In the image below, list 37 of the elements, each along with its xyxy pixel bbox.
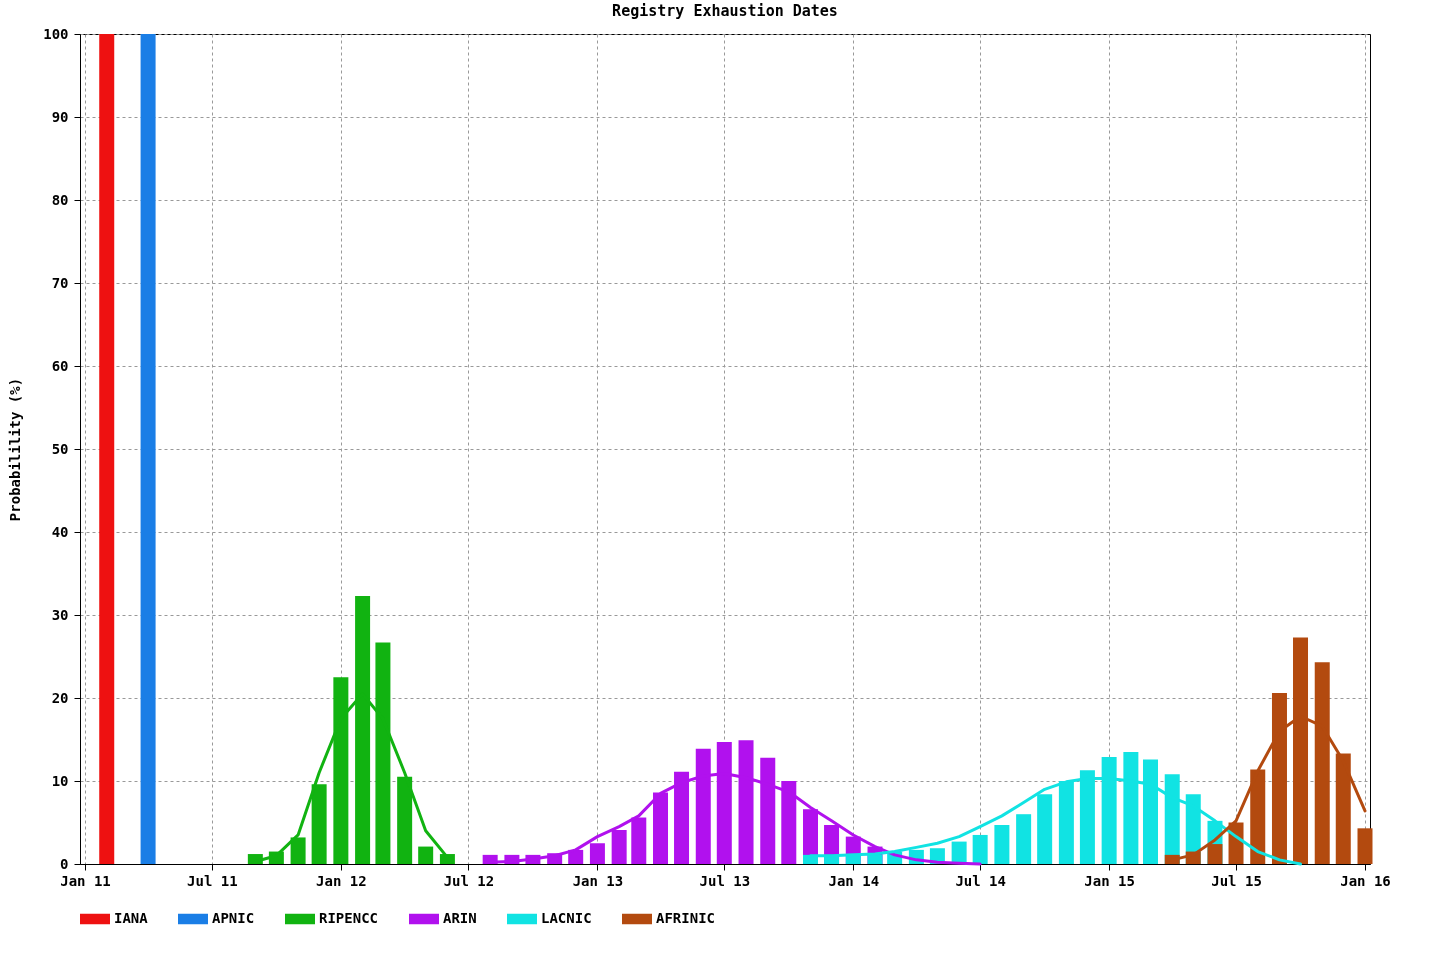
legend-label: ARIN <box>443 910 477 926</box>
x-tick-label: Jul 12 <box>443 872 495 889</box>
bar <box>972 834 988 864</box>
y-tick-label: 60 <box>51 357 69 374</box>
bar <box>1016 814 1032 864</box>
x-tick-label: Jul 13 <box>699 872 751 889</box>
x-tick-label: Jul 14 <box>955 872 1006 889</box>
bar <box>994 824 1010 864</box>
bar <box>418 846 434 864</box>
y-tick-label: 20 <box>51 689 69 706</box>
y-tick-label: 80 <box>51 191 69 208</box>
y-tick-label: 30 <box>51 606 69 623</box>
x-tick-label: Jan 11 <box>60 872 111 889</box>
legend-label: AFRINIC <box>656 910 716 926</box>
x-tick-label: Jan 15 <box>1084 872 1135 889</box>
legend-label: LACNIC <box>541 910 592 926</box>
x-tick-label: Jan 16 <box>1340 872 1391 889</box>
y-tick-label: 50 <box>51 440 69 457</box>
y-tick-label: 90 <box>51 108 69 125</box>
bar <box>99 34 115 864</box>
y-tick-label: 100 <box>43 25 69 42</box>
y-tick-label: 40 <box>51 523 69 540</box>
legend-label: RIPENCC <box>319 910 379 926</box>
x-tick-label: Jan 14 <box>828 872 880 889</box>
y-tick-label: 10 <box>51 772 69 789</box>
x-tick-label: Jul 15 <box>1211 872 1262 889</box>
bar <box>1357 828 1373 864</box>
y-axis-title: Probabilility (%) <box>7 377 24 522</box>
legend-label: APNIC <box>212 910 255 926</box>
x-tick-label: Jul 11 <box>187 872 238 889</box>
x-tick-label: Jan 13 <box>572 872 624 889</box>
legend-label: IANA <box>114 910 149 926</box>
y-tick-label: 70 <box>51 274 69 291</box>
x-tick-label: Jan 12 <box>316 872 367 889</box>
bar <box>140 34 156 864</box>
chart-title: Registry Exhaustion Dates <box>612 2 838 20</box>
y-tick-label: 0 <box>60 855 69 872</box>
